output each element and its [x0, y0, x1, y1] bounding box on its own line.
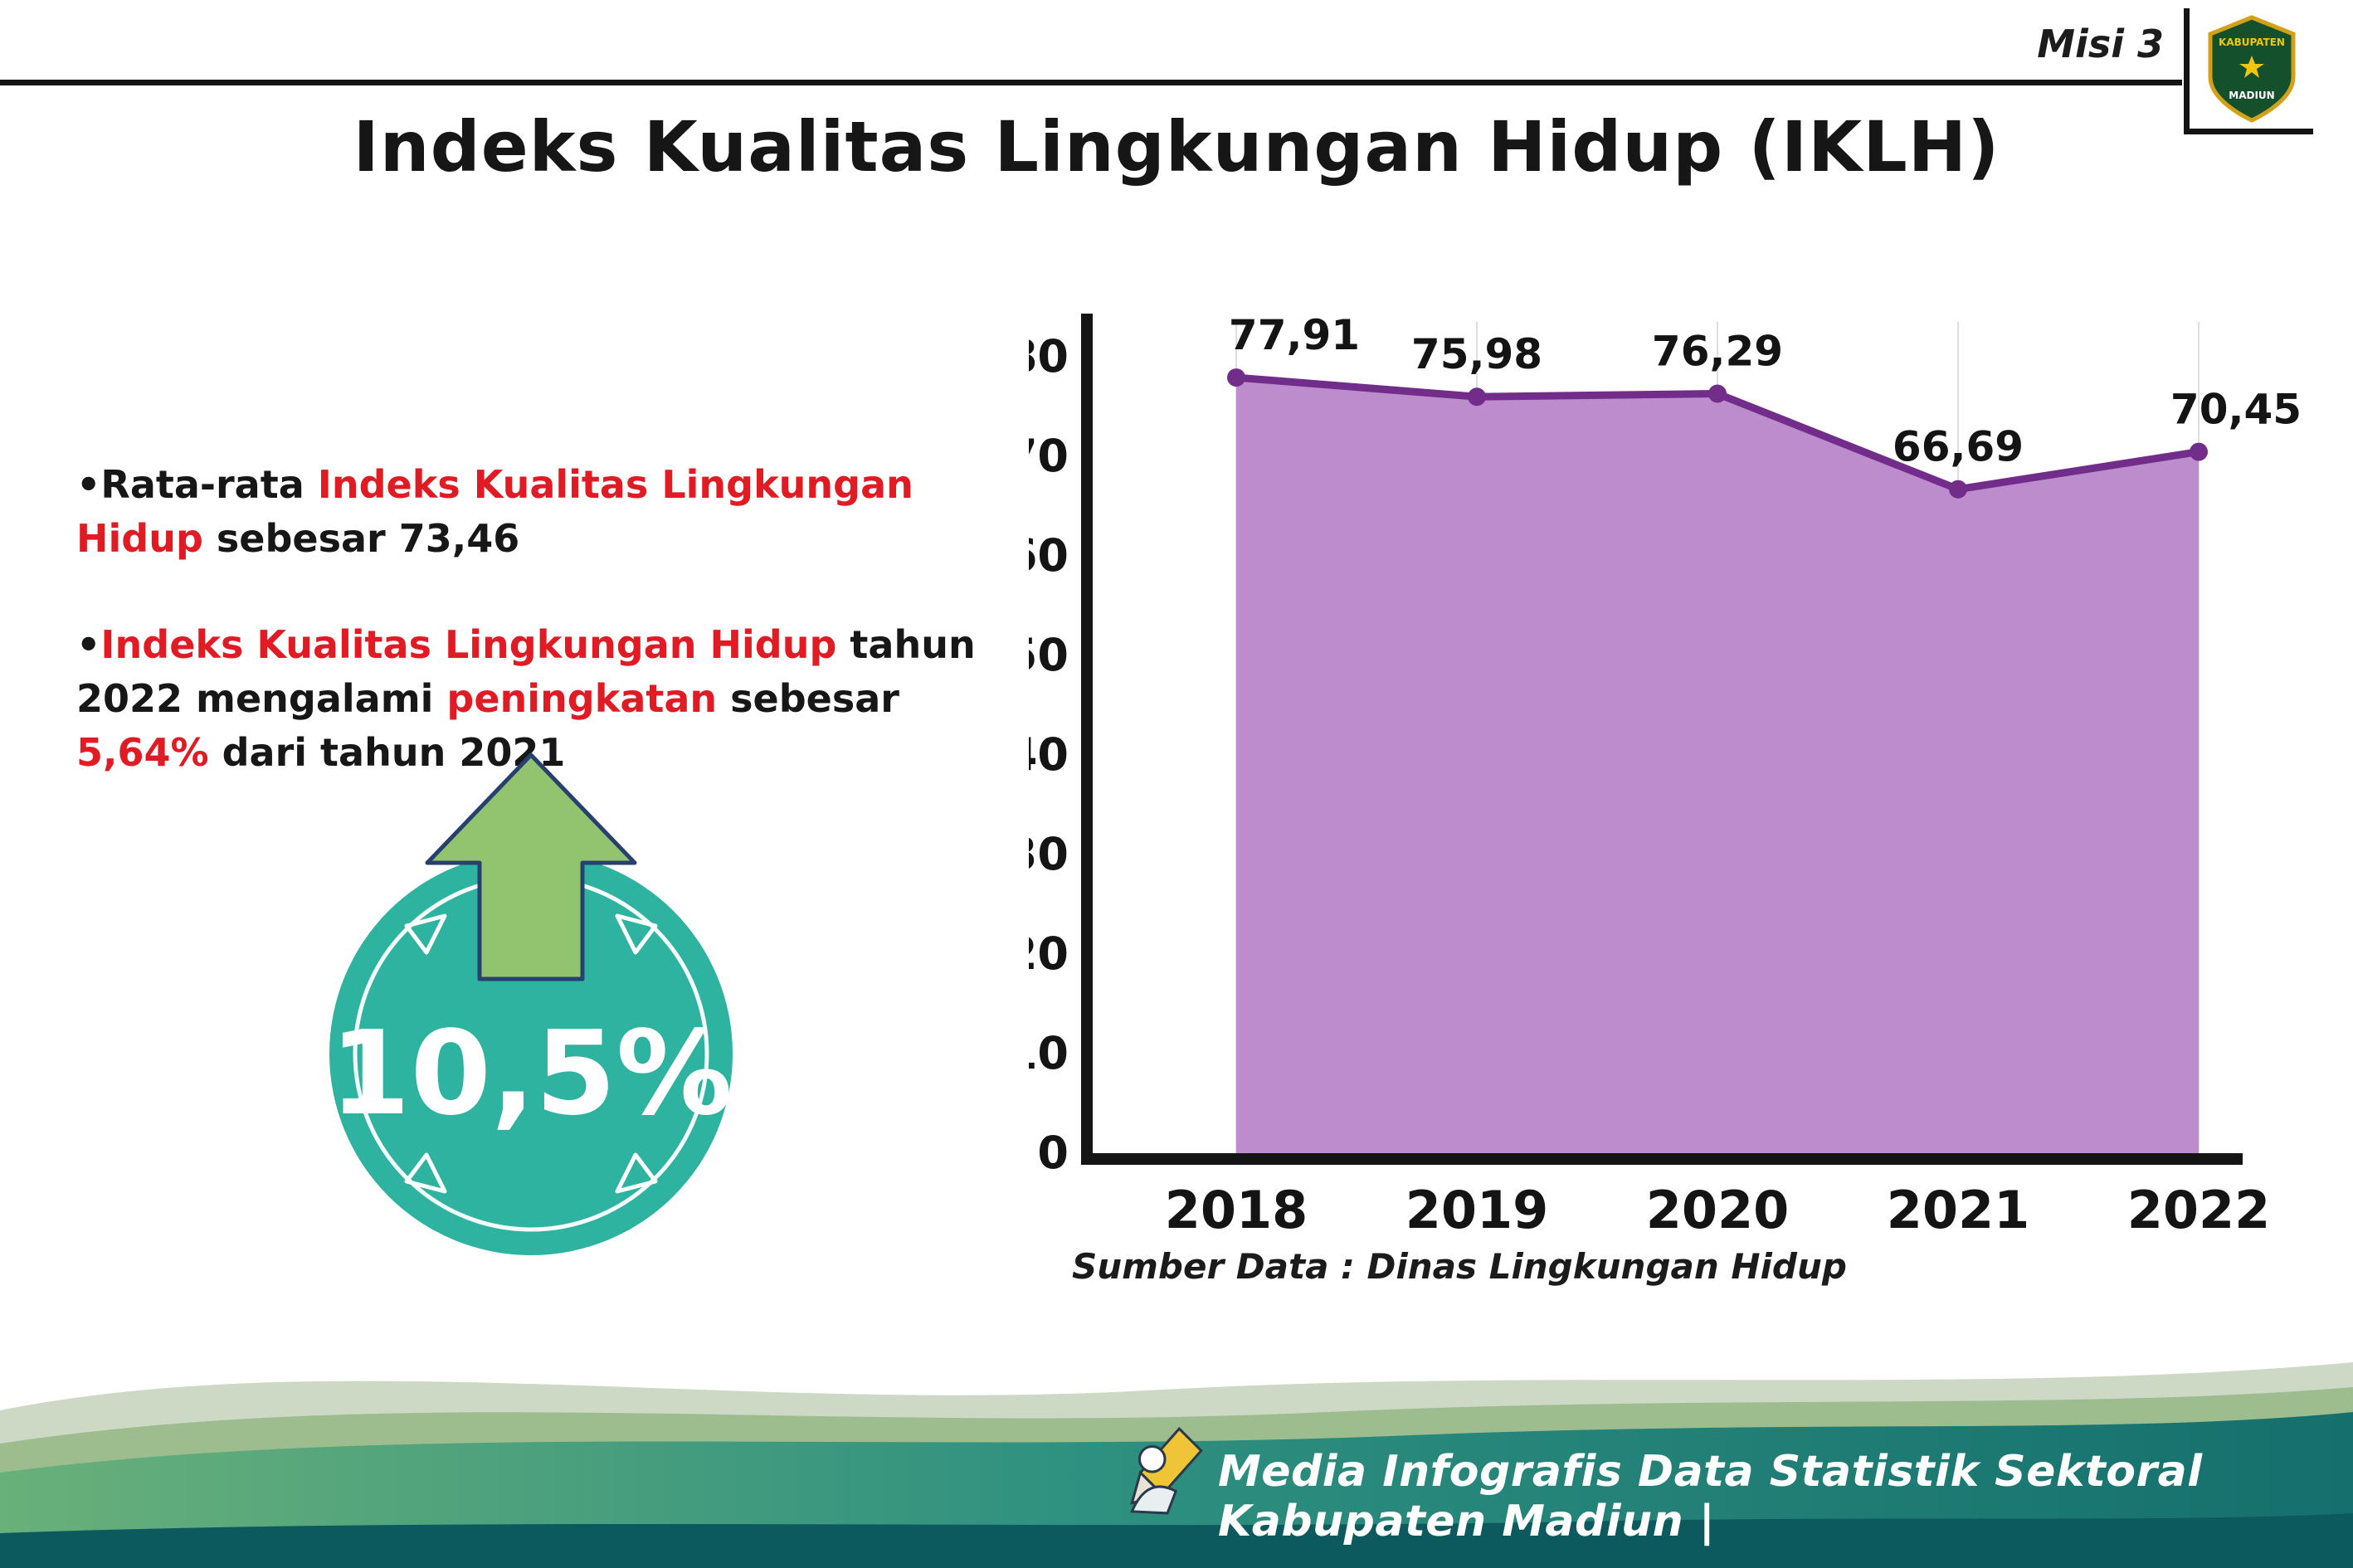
- y-tick-label: 60: [1029, 529, 1069, 582]
- bullet-marker: •: [76, 462, 101, 507]
- misi-label: Misi 3: [2037, 22, 2164, 66]
- data-point-label: 70,45: [2170, 386, 2302, 434]
- increase-badge-graphic: 10,5%: [329, 752, 733, 1255]
- deco-triangle: [404, 913, 447, 955]
- data-point: [1468, 387, 1486, 407]
- x-axis: [1081, 1153, 2243, 1165]
- bullet-marker: •: [76, 621, 101, 667]
- bullet-average-iklh: •Rata-rata Indeks Kualitas Lingkungan Hi…: [76, 458, 981, 567]
- data-point: [1708, 384, 1727, 403]
- x-category-label: 2018: [1165, 1180, 1308, 1240]
- data-point-label: 66,69: [1893, 423, 2024, 471]
- summary-bullets: •Rata-rata Indeks Kualitas Lingkungan Hi…: [76, 458, 981, 832]
- x-category-label: 2019: [1405, 1180, 1549, 1240]
- increase-badge: 10,5%: [282, 730, 780, 1278]
- y-tick-label: 20: [1029, 928, 1069, 980]
- iklh-area-chart: 0 10 20 30 40 50 60 70 80 2018 2019 2020 2021 2022 77,…: [1006, 299, 2307, 1278]
- area-fill: [1236, 377, 2199, 1153]
- y-tick-label: 80: [1029, 330, 1069, 382]
- deco-triangle: [404, 1152, 447, 1194]
- source-note: Sumber Data : Dinas Lingkungan Hidup: [1072, 1246, 1847, 1287]
- y-tick-label: 0: [1037, 1127, 1069, 1179]
- wave-dark: [0, 1513, 2353, 1568]
- logo-top-text: KABUPATEN: [2219, 37, 2285, 48]
- up-arrow-icon: [425, 752, 637, 981]
- bullet-text: sebesar 73,46: [202, 516, 520, 562]
- data-point: [2190, 442, 2208, 461]
- bullet-increase-2022: •Indeks Kualitas Lingkungan Hidup tahun …: [76, 618, 981, 781]
- kabupaten-madiun-logo: KABUPATEN MADIUN: [2184, 8, 2313, 134]
- increase-percentage: 10,5%: [329, 1006, 733, 1142]
- header-divider: [0, 80, 2182, 85]
- data-point: [1949, 480, 1967, 499]
- x-category-label: 2020: [1646, 1180, 1790, 1240]
- x-category-label: 2021: [1887, 1180, 2030, 1240]
- data-point: [1227, 368, 1245, 387]
- mascot-icon: [1130, 1426, 1203, 1515]
- y-tick-label: 50: [1029, 629, 1069, 681]
- deco-triangle: [615, 1152, 658, 1194]
- y-tick-label: 70: [1029, 430, 1069, 482]
- data-point-label: 77,91: [1229, 311, 1360, 359]
- crest-icon: KABUPATEN MADIUN: [2208, 14, 2295, 123]
- bullet-text-red: Indeks Kualitas Lingkungan Hidup: [76, 462, 913, 562]
- y-tick-label: 10: [1029, 1027, 1069, 1079]
- star-icon: [2239, 55, 2264, 78]
- y-tick-label: 30: [1029, 828, 1069, 880]
- bullet-text-red: peningkatan: [446, 675, 718, 721]
- bullet-text-red: 5,64%: [76, 730, 209, 776]
- badge-circle: [329, 852, 733, 1255]
- y-tick-label: 40: [1029, 728, 1069, 781]
- footer-credit: Media Infografis Data Statistik Sektoral…: [1218, 1447, 2203, 1546]
- bullet-text: dari tahun 2021: [208, 730, 566, 776]
- bullet-text: sebesar: [717, 675, 899, 721]
- bullet-text-red: Indeks Kualitas Lingkungan Hidup: [100, 621, 837, 667]
- bullet-text: Rata-rata: [100, 462, 318, 507]
- page-title: Indeks Kualitas Lingkungan Hidup (IKLH): [353, 106, 2000, 187]
- y-axis: [1081, 314, 1093, 1165]
- data-point-label: 76,29: [1652, 328, 1783, 376]
- data-point-label: 75,98: [1411, 330, 1542, 378]
- chart-canvas: 0 10 20 30 40 50 60 70 80 2018 2019 2020 2021 2022 77,…: [1006, 311, 2302, 1240]
- logo-bottom-text: MADIUN: [2229, 90, 2274, 101]
- bullet-text: tahun 2022 mengalami: [76, 621, 976, 721]
- deco-triangle: [615, 913, 658, 955]
- x-category-label: 2022: [2127, 1180, 2271, 1240]
